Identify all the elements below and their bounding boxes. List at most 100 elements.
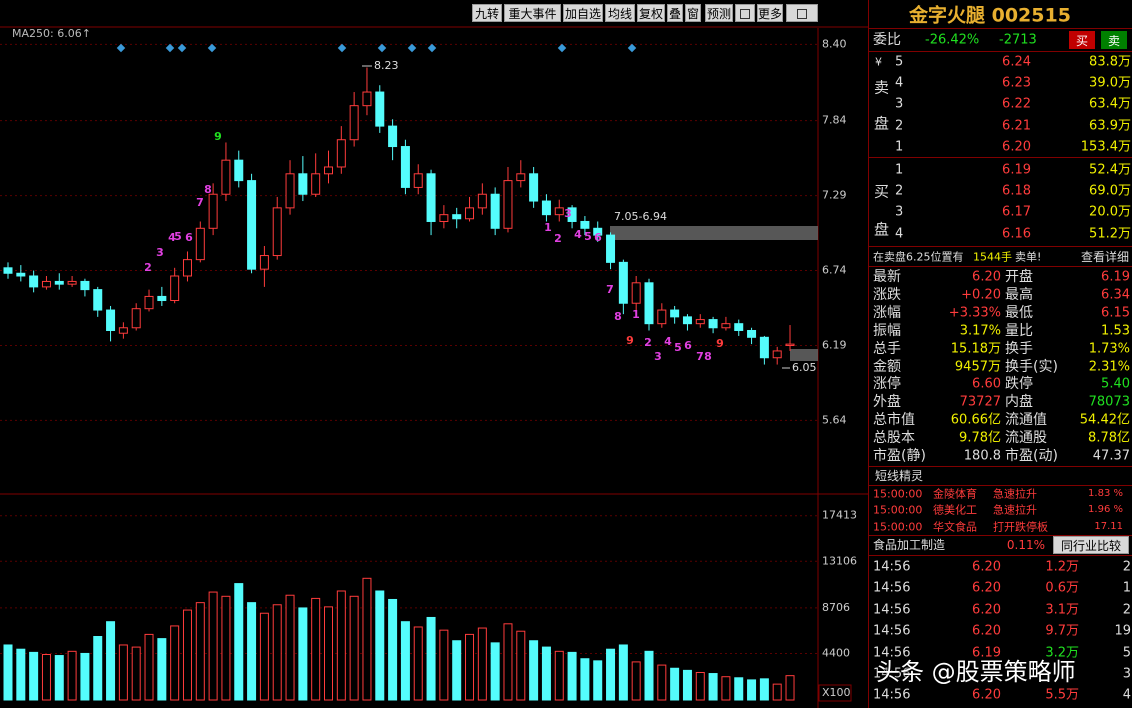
alert-value: 1.96 % — [1088, 504, 1123, 516]
stat-label: 流通值 — [1005, 412, 1047, 429]
candle-body — [657, 309, 667, 325]
volume-bar — [298, 607, 308, 701]
volume-bar — [708, 673, 718, 701]
toolbar-button[interactable]: 加自选 — [563, 4, 603, 22]
toolbar-button[interactable]: 窗 — [685, 4, 701, 22]
candle-body — [606, 234, 616, 263]
stat-label: 涨停 — [873, 376, 901, 393]
alert-stock: 金陵体育 — [933, 487, 977, 501]
level: 2 — [895, 118, 904, 134]
trade-count: 2 — [1122, 559, 1131, 575]
trade-time: 14:56 — [873, 666, 911, 682]
level-volume: 153.4万 — [1080, 139, 1131, 155]
watermark: 头条 @股票策略师 — [876, 658, 1076, 686]
level: 4 — [895, 226, 904, 242]
trade-volume: 1.2万 — [1045, 559, 1079, 575]
volume-bar — [118, 644, 128, 701]
candle-body — [93, 289, 103, 311]
stat-value: +3.33% — [948, 305, 1001, 321]
chart-bg — [0, 0, 868, 708]
chart-area: MA250: 6.06↑ 8.40 7.84 7.29 6.74 6.19 5.64 440… — [0, 0, 868, 708]
toolbar-button[interactable]: 更多 — [757, 4, 783, 22]
level: 1 — [895, 162, 904, 178]
event-marker — [337, 43, 347, 53]
volume-bar — [41, 653, 51, 701]
sell-button[interactable]: 卖 — [1101, 31, 1127, 49]
trade-volume: 3.1万 — [1045, 602, 1079, 618]
candle-body — [182, 259, 192, 277]
candle-body — [54, 280, 64, 285]
stat-value: 8.78亿 — [1088, 430, 1130, 446]
notice-tail: 卖单! — [1015, 250, 1042, 264]
compare-button[interactable]: 同行业比较 — [1053, 536, 1129, 554]
toolbar-icon[interactable] — [786, 4, 818, 22]
stat-value: 73727 — [959, 394, 1001, 410]
stat-label: 换手(实) — [1005, 358, 1058, 375]
stat-label: 市盈(动) — [1005, 448, 1058, 464]
toolbar-button[interactable]: 均线 — [605, 4, 635, 22]
td-count: 9 — [626, 334, 634, 347]
td-count: 6 — [594, 231, 602, 244]
stat-label: 内盘 — [1005, 394, 1033, 411]
stat-value: 9457万 — [954, 359, 1001, 374]
stat-label: 流通股 — [1005, 430, 1047, 447]
volume-bar — [426, 616, 436, 701]
toolbar-button[interactable]: 叠 — [667, 4, 683, 22]
candle-body — [298, 173, 308, 195]
volume-bar — [157, 638, 167, 701]
volume-bar — [16, 648, 26, 701]
candle-body — [734, 323, 744, 331]
weibi-label: 委比 — [873, 32, 901, 48]
candle-body — [465, 207, 475, 220]
candle-body — [67, 280, 77, 285]
stat-value: 78073 — [1088, 394, 1130, 410]
candle-body — [541, 200, 551, 216]
sep — [869, 28, 1132, 29]
toolbar-button[interactable]: 复权 — [637, 4, 665, 22]
candle-body — [580, 220, 590, 229]
toolbar-button[interactable]: 重大事件 — [504, 4, 561, 22]
volume-bar — [529, 640, 539, 701]
sep — [869, 555, 1132, 556]
td-count: 7 — [196, 196, 204, 209]
toolbar-button[interactable]: 预测 — [705, 4, 733, 22]
stat-label: 量比 — [1005, 322, 1033, 339]
stat-label: 换手 — [1005, 340, 1033, 357]
volume-bar — [439, 629, 449, 701]
volume-bar — [272, 604, 282, 701]
volume-bar — [221, 595, 231, 701]
alert-time: 15:00:00 — [873, 520, 923, 534]
td-count: 6 — [684, 339, 692, 352]
stat-label: 最低 — [1005, 304, 1033, 321]
toolbar-button[interactable]: 九转 — [472, 4, 502, 22]
candle-body — [644, 282, 654, 325]
y-tick-label: 8706 — [822, 601, 850, 614]
level-volume: 20.0万 — [1089, 204, 1131, 220]
detail-link[interactable]: 查看详细 — [1081, 250, 1130, 264]
level-price: 6.21 — [1002, 118, 1031, 134]
volume-bar — [349, 595, 359, 701]
alerts-title[interactable]: 短线精灵 — [875, 469, 924, 483]
candle-body — [400, 146, 410, 188]
candle-body — [670, 309, 680, 318]
level-price: 6.22 — [1002, 96, 1031, 112]
toolbar-icon[interactable] — [735, 4, 755, 22]
buy-button[interactable]: 买 — [1069, 31, 1095, 49]
level-volume: 39.0万 — [1089, 75, 1131, 91]
volume-bar — [80, 652, 90, 701]
trade-time: 14:56 — [873, 645, 911, 661]
volume-bar — [695, 671, 705, 701]
volume-unit: X100 — [822, 686, 851, 699]
candle-body — [567, 207, 577, 222]
level-volume: 52.4万 — [1089, 162, 1131, 178]
volume-bar — [208, 591, 218, 701]
volume-bar — [490, 642, 500, 701]
candle-body — [157, 295, 167, 302]
td-count: 1 — [632, 308, 640, 321]
volume-bar — [29, 651, 39, 701]
level-price: 6.18 — [1002, 183, 1031, 199]
volume-bar — [3, 644, 13, 701]
level: 1 — [895, 139, 904, 155]
td-count: 8 — [704, 350, 712, 363]
level: 4 — [895, 75, 904, 91]
